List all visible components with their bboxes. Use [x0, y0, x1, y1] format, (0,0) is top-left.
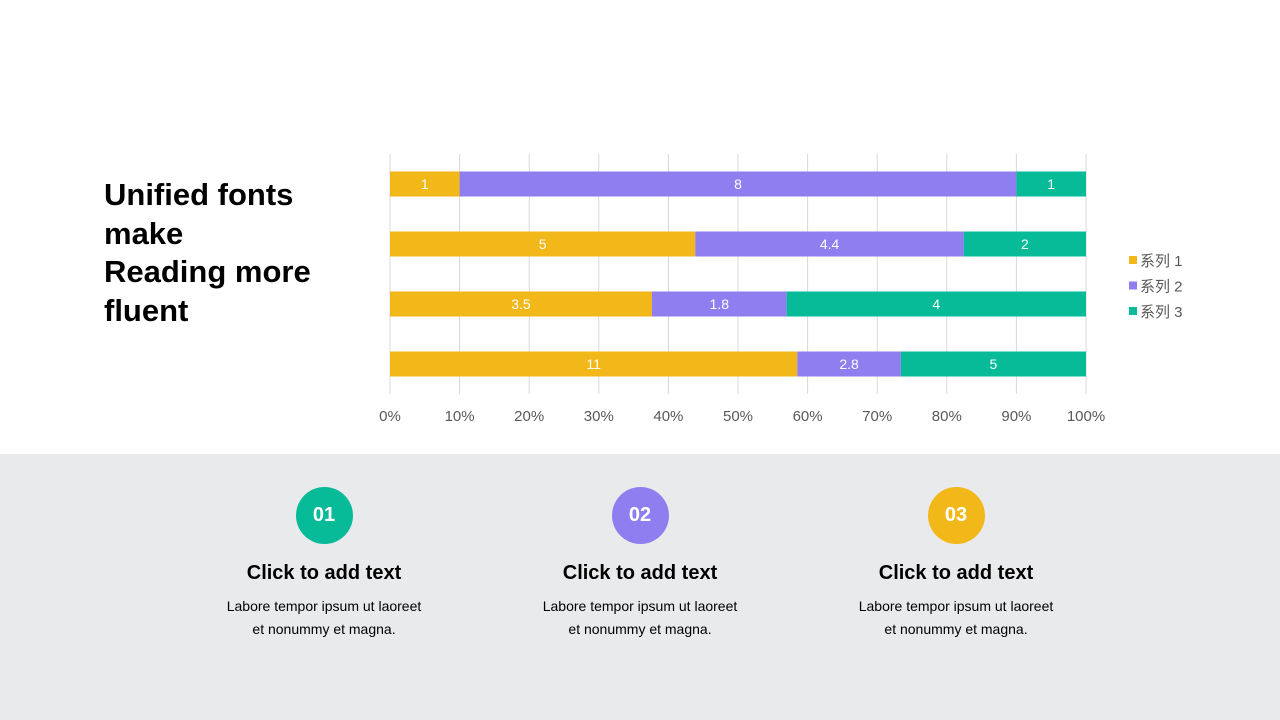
x-tick-label: 10%	[445, 408, 475, 425]
x-tick-label: 20%	[514, 408, 544, 425]
card-description-line: et nonummy et magna.	[884, 621, 1028, 637]
headline-line-3: Reading more	[104, 254, 311, 289]
card-description-line: et nonummy et magna.	[252, 621, 396, 637]
x-tick-label: 50%	[723, 408, 753, 425]
card-1: 01 Click to add text Labore tempor ipsum…	[194, 487, 454, 641]
data-label: 5	[539, 236, 547, 252]
headline: Unified fonts make Reading more fluent	[104, 176, 364, 330]
headline-line-1: Unified fonts	[104, 177, 294, 212]
card-description-line: Labore tempor ipsum ut laoreet	[858, 598, 1054, 614]
legend-label: 系列 1	[1140, 253, 1183, 270]
bar-segment	[390, 171, 460, 197]
data-label: 3.5	[511, 296, 531, 312]
card-description-line: et nonummy et magna.	[568, 621, 712, 637]
data-label: 2.8	[839, 356, 859, 372]
bar-segment	[651, 291, 787, 317]
stacked-bar-chart: 0% 10% 20% 30% 40% 50% 60% 70% 80% 90% 100%11 2.8 53…	[379, 154, 1183, 425]
x-tick-label: 30%	[584, 408, 614, 425]
data-label: 1	[1047, 176, 1055, 192]
card-title[interactable]: Click to add text	[562, 562, 718, 584]
top-section	[0, 0, 1280, 454]
legend-label: 系列 3	[1140, 304, 1183, 321]
card-2: 02 Click to add text Labore tempor ipsum…	[510, 487, 770, 641]
card-3: 03 Click to add text Labore tempor ipsum…	[826, 487, 1086, 641]
card-description: Labore tempor ipsum ut laoreet et nonumm…	[510, 595, 770, 641]
x-tick-label: 0%	[379, 408, 401, 425]
data-label: 1.8	[710, 296, 730, 312]
bar-segment	[900, 351, 1086, 377]
x-tick-label: 100%	[1067, 408, 1105, 425]
x-tick-label: 40%	[653, 408, 683, 425]
card-number-badge: 02	[611, 487, 669, 544]
legend-swatch	[1129, 307, 1137, 315]
x-tick-label: 60%	[793, 408, 823, 425]
x-tick-label: 80%	[932, 408, 962, 425]
card-number-badge: 01	[295, 487, 353, 544]
data-label: 4	[932, 296, 940, 312]
card-description: Labore tempor ipsum ut laoreet et nonumm…	[194, 595, 454, 641]
headline-line-4: fluent	[104, 292, 189, 328]
data-label: 1	[421, 176, 429, 192]
bar-segment	[786, 291, 1086, 317]
legend-swatch	[1129, 281, 1137, 290]
bar-segment	[390, 291, 652, 317]
bar-segment	[390, 231, 696, 257]
card-title[interactable]: Click to add text	[246, 562, 402, 584]
bar-segment	[695, 231, 964, 257]
card-number-badge: 03	[927, 487, 985, 544]
data-label: 8	[734, 176, 742, 192]
bar-segment	[963, 231, 1086, 257]
card-description-line: Labore tempor ipsum ut laoreet	[542, 598, 738, 614]
bar-segment	[1016, 171, 1086, 197]
data-label: 2	[1021, 236, 1029, 252]
legend-swatch	[1129, 256, 1137, 264]
bar-segment	[459, 171, 1017, 197]
data-label: 11	[586, 356, 601, 372]
data-label: 5	[990, 356, 998, 372]
card-title[interactable]: Click to add text	[878, 562, 1034, 584]
data-label: 4.4	[820, 236, 840, 252]
bar-segment	[390, 351, 798, 377]
bar-segment	[797, 351, 901, 377]
card-description-line: Labore tempor ipsum ut laoreet	[226, 598, 422, 614]
card-description: Labore tempor ipsum ut laoreet et nonumm…	[826, 595, 1086, 641]
x-tick-label: 70%	[862, 408, 892, 425]
headline-line-2: make	[104, 215, 184, 251]
x-tick-label: 90%	[1001, 408, 1031, 425]
legend-label: 系列 2	[1140, 279, 1183, 296]
